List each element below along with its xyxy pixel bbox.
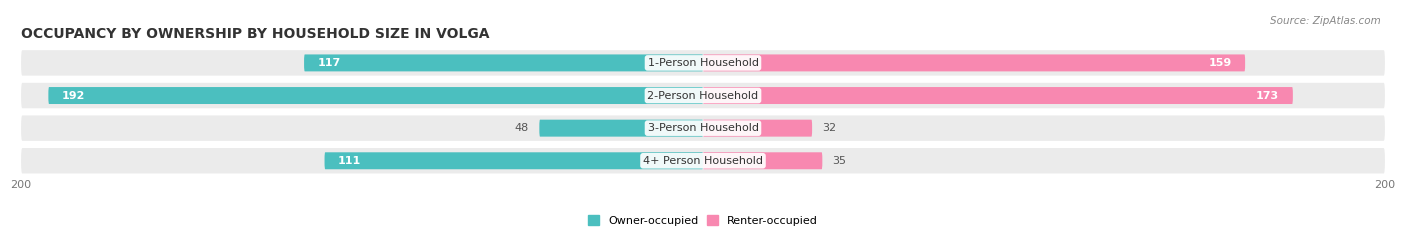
FancyBboxPatch shape — [703, 152, 823, 169]
Text: 159: 159 — [1208, 58, 1232, 68]
FancyBboxPatch shape — [703, 120, 813, 137]
Legend: Owner-occupied, Renter-occupied: Owner-occupied, Renter-occupied — [583, 211, 823, 230]
Text: 111: 111 — [339, 156, 361, 166]
Text: 1-Person Household: 1-Person Household — [648, 58, 758, 68]
FancyBboxPatch shape — [540, 120, 703, 137]
FancyBboxPatch shape — [703, 87, 1294, 104]
FancyBboxPatch shape — [48, 87, 703, 104]
Text: OCCUPANCY BY OWNERSHIP BY HOUSEHOLD SIZE IN VOLGA: OCCUPANCY BY OWNERSHIP BY HOUSEHOLD SIZE… — [21, 27, 489, 41]
FancyBboxPatch shape — [304, 55, 703, 71]
Text: 35: 35 — [832, 156, 846, 166]
Text: 4+ Person Household: 4+ Person Household — [643, 156, 763, 166]
FancyBboxPatch shape — [325, 152, 703, 169]
FancyBboxPatch shape — [21, 148, 1385, 174]
Text: 173: 173 — [1256, 91, 1279, 100]
FancyBboxPatch shape — [21, 115, 1385, 141]
FancyBboxPatch shape — [703, 55, 1246, 71]
FancyBboxPatch shape — [21, 83, 1385, 108]
Text: 3-Person Household: 3-Person Household — [648, 123, 758, 133]
Text: Source: ZipAtlas.com: Source: ZipAtlas.com — [1270, 16, 1381, 26]
FancyBboxPatch shape — [21, 50, 1385, 76]
Text: 192: 192 — [62, 91, 86, 100]
Text: 48: 48 — [515, 123, 529, 133]
Text: 2-Person Household: 2-Person Household — [647, 91, 759, 100]
Text: 117: 117 — [318, 58, 342, 68]
Text: 32: 32 — [823, 123, 837, 133]
